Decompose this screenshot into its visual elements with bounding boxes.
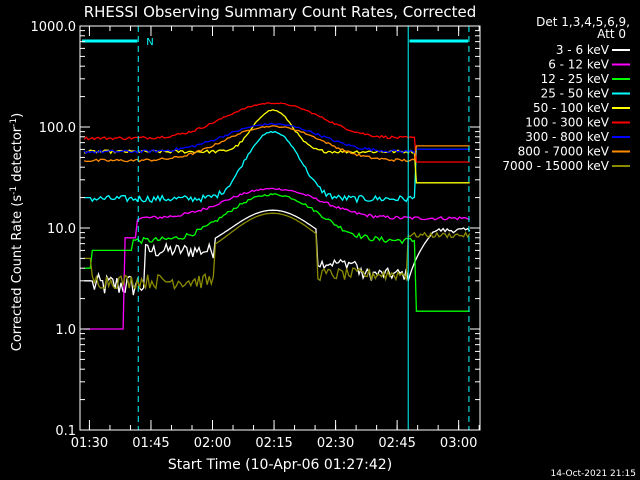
y-axis-label: Corrected Count Rate (s-1 detector-1) (9, 113, 25, 351)
series-line-7 (83, 125, 470, 163)
series-line-2 (84, 193, 470, 312)
legend-header-line1: Det 1,3,4,5,6,9, (536, 15, 630, 29)
y-tick-label: 0.1 (55, 424, 76, 439)
x-tick-label: 01:45 (132, 436, 169, 451)
x-axis-label: Start Time (10-Apr-06 01:27:42) (168, 457, 392, 473)
legend-label-3: 25 - 50 keV (541, 87, 610, 101)
legend-label-6: 300 - 800 keV (525, 130, 609, 144)
legend-label-1: 6 - 12 keV (548, 58, 610, 72)
x-tick-label: 02:15 (255, 436, 292, 451)
legend-label-8: 7000 - 15000 keV (502, 159, 609, 173)
series-layer (83, 102, 471, 330)
flag-label: N (146, 37, 153, 48)
y-tick-label: 1000.0 (31, 20, 77, 35)
y-label-part2: detector (10, 126, 25, 186)
y-tick-label: 1.0 (55, 323, 76, 338)
legend-label-4: 50 - 100 keV (533, 101, 610, 115)
series-line-1 (84, 187, 470, 330)
x-tick-label: 02:30 (317, 436, 354, 451)
series-line-8 (84, 212, 471, 291)
axes-layer: 0.1 1.0 10.0 100.0 1000.0 01:30 01:45 02:00 02:1… (31, 20, 481, 451)
y-label-sup1: -1 (9, 186, 19, 195)
x-tick-label: 02:45 (378, 436, 415, 451)
x-tick-label: 03:00 (440, 436, 477, 451)
y-tick-label: 10.0 (47, 222, 76, 237)
series-line-6 (83, 122, 470, 154)
y-label-part3: ) (10, 113, 25, 118)
legend-label-2: 12 - 25 keV (541, 72, 610, 86)
series-line-3 (84, 130, 470, 204)
x-tick-label: 02:00 (194, 436, 231, 451)
y-tick-label: 100.0 (39, 121, 76, 136)
legend-label-7: 800 - 7000 keV (518, 145, 610, 159)
series-line-5 (83, 102, 470, 163)
legend-label-0: 3 - 6 keV (556, 43, 610, 57)
chart-title: RHESSI Observing Summary Count Rates, Co… (84, 3, 477, 21)
y-label-sup2: -1 (9, 118, 19, 127)
legend-label-5: 100 - 300 keV (525, 116, 609, 130)
series-line-0 (84, 209, 471, 296)
footer-timestamp: 14-Oct-2021 21:15 (551, 469, 636, 479)
legend-header-line2: Att 0 (597, 27, 626, 41)
y-label-part1: Corrected Count Rate (s (10, 195, 25, 352)
x-tick-label: 01:30 (71, 436, 108, 451)
